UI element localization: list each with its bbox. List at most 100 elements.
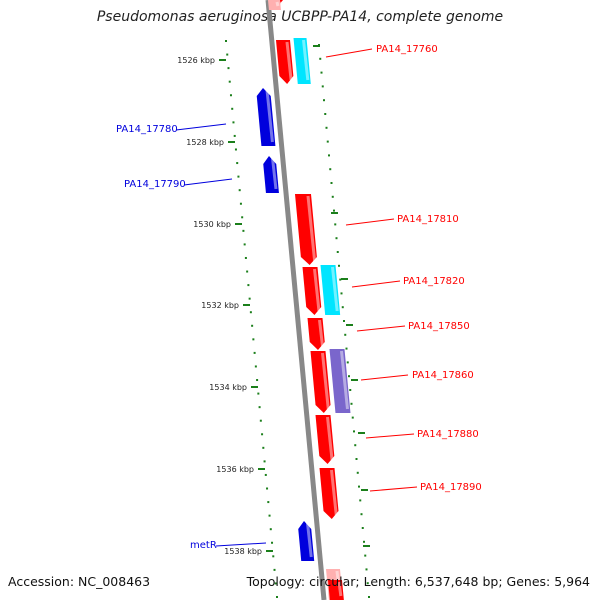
scale-label: 1528 kbp (186, 138, 224, 147)
tick-dot-left (266, 487, 269, 490)
gene-label: PA14_17880 (417, 429, 479, 440)
tick-dot-right (329, 168, 332, 171)
tick-dot-left (248, 297, 251, 300)
tick-dot-left (249, 311, 252, 314)
tick-dot-left (271, 541, 274, 544)
tick-dot-left (257, 392, 260, 395)
tick-dot-left (243, 243, 246, 246)
gene-label: PA14_17760 (376, 44, 438, 55)
gene-arrow-reverse-body (298, 521, 315, 561)
feature-layer (256, 0, 351, 600)
tick-dot-left (233, 134, 236, 137)
tick-dot-right (334, 223, 337, 226)
tick-dot-left (263, 460, 266, 463)
gene-arrow-reverse (256, 88, 276, 146)
gene-arrow-shade (337, 581, 343, 597)
tick-dot-right (323, 99, 325, 102)
tick-dot-left (242, 229, 245, 232)
gene-arrow-body (268, 0, 281, 10)
tick-dot-left (239, 202, 242, 205)
feature-block-cyan (293, 38, 311, 84)
tick-dot-right (331, 195, 334, 198)
gene-arrow (310, 351, 331, 413)
tick-dot-right (363, 540, 365, 543)
gene-arrow (302, 267, 322, 315)
gene-arrow-body (276, 40, 294, 84)
tick-dot-left (247, 284, 250, 287)
tick-dot-left (226, 53, 229, 56)
gene-arrow-body (319, 468, 339, 519)
tick-dot-right (336, 251, 339, 253)
tick-dot-right (364, 554, 367, 557)
tick-dot-right (339, 278, 342, 281)
tick-dot-left (241, 216, 244, 219)
tick-dot-right (330, 182, 333, 184)
gene-label: PA14_17850 (408, 321, 470, 332)
gene-arrow-body (328, 580, 344, 600)
tick-dot-right (345, 347, 348, 350)
tick-dot-left (259, 419, 262, 422)
tick-dot-left (253, 351, 256, 354)
tick-dot-left (276, 596, 278, 598)
tick-dot-right (321, 85, 324, 88)
tick-dot-right (359, 499, 362, 502)
gene-leader-line (369, 486, 418, 492)
gene-arrow (268, 0, 281, 10)
feature-block-cyan (320, 265, 341, 315)
gene-label: metR (190, 540, 217, 551)
scale-label: 1538 kbp (224, 547, 262, 556)
tick-dot-right (341, 306, 344, 309)
tick-dot-left (274, 582, 277, 585)
gene-arrow-shade (321, 352, 330, 410)
tick-dot-left (228, 80, 231, 83)
feature-block-purple-shade (340, 350, 349, 410)
scale-label: 1534 kbp (209, 383, 247, 392)
tick-dot-left (258, 406, 261, 409)
tick-dot-left (268, 514, 271, 517)
tick-dot-left (227, 67, 230, 70)
label-layer: 1526 kbp 1528 kbp 1530 kbp 1532 kbp 1534 kbp… (116, 44, 482, 556)
scale-label: 1530 kbp (193, 220, 231, 229)
gene-arrow-reverse (263, 156, 279, 193)
tick-dot-right (360, 513, 363, 516)
tick-dot-right (351, 416, 354, 419)
gene-arrow-body (315, 415, 335, 464)
tick-dot-left (267, 501, 270, 504)
tick-dot-right (354, 444, 357, 447)
map-title: Pseudomonas aeruginosa UCBPP-PA14, compl… (96, 9, 504, 25)
tick-dot-right (353, 430, 355, 433)
gene-arrow (315, 415, 335, 464)
tick-dot-right (326, 140, 329, 143)
tick-dot-left (269, 528, 272, 531)
tick-dot-left (251, 324, 254, 327)
gene-arrow-reverse-shade (271, 157, 278, 190)
gene-arrow-shade (285, 41, 293, 81)
gene-label: PA14_17860 (412, 370, 474, 381)
tick-dot-right (366, 582, 369, 585)
feature-block-cyan-shade (331, 266, 339, 312)
tick-dot-left (256, 379, 259, 382)
gene-arrow (276, 40, 294, 84)
tick-dot-left (225, 40, 227, 42)
gene-arrow-reverse (298, 521, 315, 561)
tick-dot-left (237, 175, 240, 178)
tick-dot-right (324, 113, 327, 115)
gene-arrow-reverse-body (256, 88, 276, 146)
tick-dot-right (335, 237, 338, 240)
gene-arrow-shade (318, 319, 324, 347)
gene-leader-line (325, 48, 373, 58)
gene-label: PA14_17890 (420, 482, 482, 493)
tick-dot-right (365, 568, 368, 571)
accession-text: Accession: NC_008463 (8, 574, 151, 589)
tick-dot-left (236, 162, 239, 165)
gene-arrow-body (310, 351, 331, 413)
tick-dot-right (333, 209, 335, 212)
tick-dot-right (356, 471, 359, 474)
tick-dot-right (349, 389, 352, 391)
gene-arrow-body (295, 194, 317, 265)
gene-arrow-shade (306, 195, 317, 262)
tick-dot-left (254, 365, 257, 368)
tick-dot-left (261, 433, 264, 436)
gene-arrow-shade (330, 469, 338, 516)
